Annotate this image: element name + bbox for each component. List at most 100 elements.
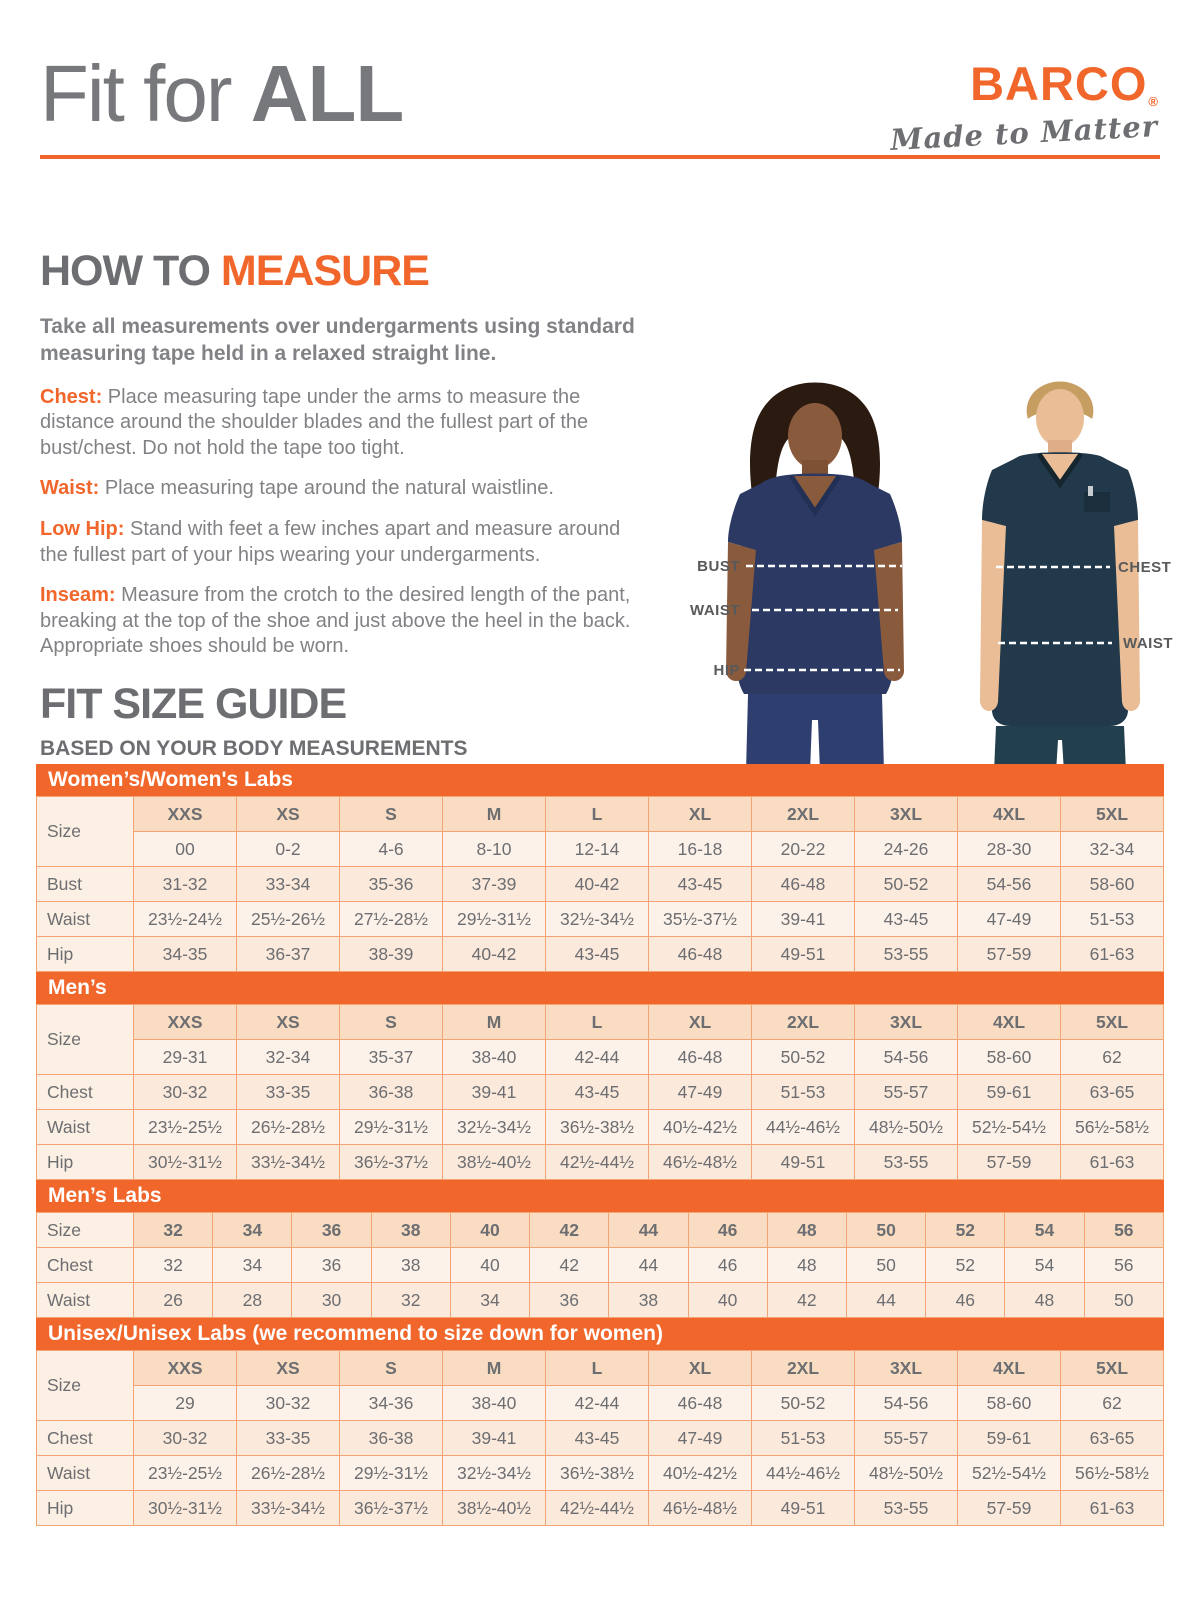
value-cell: 46 xyxy=(687,1247,768,1283)
table-row: 29-31 32-34 35-37 38-40 42-44 46-48 50-52 54-56… xyxy=(37,1039,1164,1075)
brand-name: BARCO xyxy=(970,57,1148,110)
row-label-cell: Chest xyxy=(36,1420,134,1456)
value-cell: 43-45 xyxy=(545,936,649,972)
row-label-cell: Chest xyxy=(36,1247,134,1283)
size-header-cell: S xyxy=(339,1004,443,1040)
value-cell: 36½-37½ xyxy=(339,1490,443,1526)
size-header-cell: XS xyxy=(236,796,340,832)
measure-item-chest: Chest: Place measuring tape under the ar… xyxy=(40,385,640,462)
value-cell: 36-38 xyxy=(339,1074,443,1110)
measure-item-label: Low Hip: xyxy=(40,517,125,540)
table-row: Size XXS XS S M L XL 2XL 3XL 4XL 5XL xyxy=(36,796,1164,867)
how-to-measure-section: HOW TO MEASURE Take all measurements ove… xyxy=(40,250,640,675)
size-header-cell: M xyxy=(442,796,546,832)
fit-size-guide-subheading: BASED ON YOUR BODY MEASUREMENTS xyxy=(40,737,468,760)
table-row: Chest 30-32 33-35 36-38 39-41 43-45 47-49 51-53… xyxy=(36,1074,1164,1110)
value-cell: 62 xyxy=(1060,1039,1164,1075)
value-cell: 36-38 xyxy=(339,1420,443,1456)
size-header-cell: 2XL xyxy=(751,1350,855,1386)
value-cell: 36½-37½ xyxy=(339,1144,443,1180)
value-cell: 38-40 xyxy=(442,1039,546,1075)
value-cell: 38-39 xyxy=(339,936,443,972)
value-cell: 56½-58½ xyxy=(1060,1455,1164,1491)
row-label-cell: Waist xyxy=(36,901,134,937)
value-cell: 51-53 xyxy=(751,1074,855,1110)
value-cell: 50-52 xyxy=(854,866,958,902)
value-cell: 46-48 xyxy=(648,1385,752,1421)
value-cell: 30½-31½ xyxy=(133,1490,237,1526)
value-cell: 63-65 xyxy=(1060,1074,1164,1110)
size-header-cell: 56 xyxy=(1083,1212,1165,1248)
value-cell: 38½-40½ xyxy=(442,1490,546,1526)
value-cell: 29 xyxy=(133,1385,237,1421)
table-row: Hip 30½-31½ 33½-34½ 36½-37½ 38½-40½ 42½-44½ 46… xyxy=(36,1144,1164,1180)
measure-item-text: Place measuring tape around the natural … xyxy=(104,477,554,500)
size-header-cell: XL xyxy=(648,796,752,832)
row-label-cell: Chest xyxy=(36,1074,134,1110)
value-cell: 50 xyxy=(845,1247,927,1283)
size-header-cell: 54 xyxy=(1004,1212,1085,1248)
value-cell: 63-65 xyxy=(1060,1420,1164,1456)
table-row: 00 0-2 4-6 8-10 12-14 16-18 20-22 24-26 28-30 32-… xyxy=(37,831,1164,867)
value-cell: 59-61 xyxy=(957,1074,1061,1110)
table-row: Chest 32 34 36 38 40 42 44 46 48 50 52 54 56 xyxy=(36,1247,1165,1283)
value-cell: 57-59 xyxy=(957,936,1061,972)
size-header-cell: L xyxy=(545,1350,649,1386)
value-cell: 29½-31½ xyxy=(442,901,546,937)
value-cell: 38 xyxy=(608,1282,689,1318)
value-cell: 29½-31½ xyxy=(339,1109,443,1145)
value-cell: 28-30 xyxy=(957,831,1061,867)
value-cell: 46-48 xyxy=(648,1039,752,1075)
row-label-cell: Size xyxy=(36,1350,134,1421)
value-cell: 46-48 xyxy=(751,866,855,902)
value-cell: 23½-24½ xyxy=(133,901,237,937)
value-cell: 24-26 xyxy=(854,831,958,867)
table-row: Size XXS XS S M L XL 2XL 3XL 4XL 5XL xyxy=(36,1004,1164,1075)
value-cell: 44½-46½ xyxy=(751,1455,855,1491)
size-header-cell: 3XL xyxy=(854,1350,958,1386)
value-cell: 40½-42½ xyxy=(648,1455,752,1491)
value-cell: 56 xyxy=(1083,1247,1165,1283)
size-header-cell: 4XL xyxy=(957,796,1061,832)
value-cell: 26½-28½ xyxy=(236,1455,340,1491)
row-label-cell: Bust xyxy=(36,866,134,902)
value-cell: 51-53 xyxy=(1060,901,1164,937)
mens-size-table: Size XXS XS S M L XL 2XL 3XL 4XL 5XL 29-31 32-34 35-3… xyxy=(36,1004,1164,1180)
size-header-cell: S xyxy=(339,1350,443,1386)
value-cell: 26½-28½ xyxy=(236,1109,340,1145)
page-title-regular: Fit for xyxy=(40,49,251,138)
value-cell: 33½-34½ xyxy=(236,1490,340,1526)
value-cell: 50 xyxy=(1083,1282,1165,1318)
value-cell: 43-45 xyxy=(545,1420,649,1456)
size-table: Size XXS XS S M L XL 2XL 3XL 4XL 5XL 29-31 32-34 35-3… xyxy=(36,1004,1164,1180)
size-header-cell: 32 xyxy=(132,1212,214,1248)
measure-item-label: Chest: xyxy=(40,385,103,408)
value-cell: 50-52 xyxy=(751,1039,855,1075)
value-cell: 47-49 xyxy=(648,1420,752,1456)
value-cell: 54-56 xyxy=(854,1039,958,1075)
value-cell: 33-35 xyxy=(236,1074,340,1110)
value-cell: 29½-31½ xyxy=(339,1455,443,1491)
measure-label-bust: BUST xyxy=(697,558,740,575)
value-cell: 39-41 xyxy=(442,1420,546,1456)
value-cell: 48 xyxy=(1004,1282,1085,1318)
value-cell: 40 xyxy=(687,1282,768,1318)
size-header-cell: L xyxy=(545,796,649,832)
value-cell: 32-34 xyxy=(236,1039,340,1075)
size-header-cell: XXS xyxy=(133,1004,237,1040)
value-cell: 33-34 xyxy=(236,866,340,902)
value-cell: 49-51 xyxy=(751,1144,855,1180)
size-header-cell: 50 xyxy=(845,1212,927,1248)
table-row: Hip 34-35 36-37 38-39 40-42 43-45 46-48 49-51 53… xyxy=(36,936,1164,972)
value-cell: 53-55 xyxy=(854,1144,958,1180)
value-cell: 16-18 xyxy=(648,831,752,867)
size-header-cell: 52 xyxy=(925,1212,1006,1248)
measure-item-label: Waist: xyxy=(40,477,100,500)
value-cell: 56½-58½ xyxy=(1060,1109,1164,1145)
value-cell: 46½-48½ xyxy=(648,1144,752,1180)
row-label-cell: Hip xyxy=(36,936,134,972)
value-cell: 55-57 xyxy=(854,1074,958,1110)
value-cell: 40½-42½ xyxy=(648,1109,752,1145)
size-header-cell: 38 xyxy=(370,1212,451,1248)
value-cell: 34-36 xyxy=(339,1385,443,1421)
